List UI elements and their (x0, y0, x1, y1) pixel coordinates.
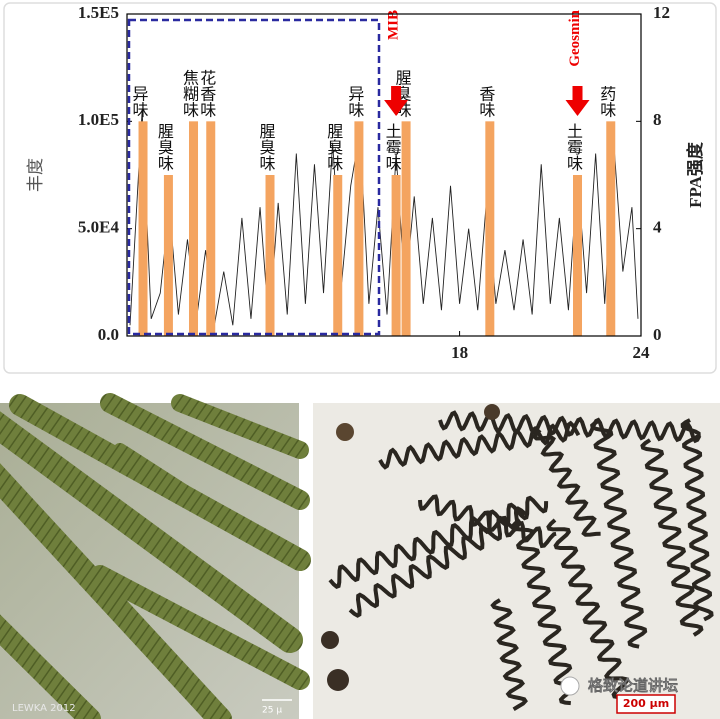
fpa-bar (265, 175, 275, 336)
particle (484, 404, 500, 420)
fpa-bar (391, 175, 401, 336)
plot-frame (126, 13, 642, 337)
bar-label: 腥臭味 (257, 123, 276, 171)
y2-tick-label: 4 (653, 218, 662, 237)
spiral (640, 438, 704, 637)
spiral (590, 418, 648, 649)
scale-label: 25 μ (262, 706, 282, 716)
y2-axis-label: FPA强度 (685, 141, 705, 208)
chromatogram (129, 110, 639, 328)
y2-tick-label: 0 (653, 325, 662, 344)
watermark: 格致论道讲坛 (588, 677, 678, 695)
photo-credit: LEWKA 2012 (12, 703, 76, 714)
filaments (0, 393, 311, 719)
particle (327, 669, 349, 691)
annotation-arrow (565, 86, 590, 116)
fpa-bar (189, 121, 199, 336)
bar-label: 异味 (130, 85, 149, 117)
y-axis-label: 丰度 (26, 158, 46, 192)
spiral (490, 598, 528, 712)
fpa-bar (354, 121, 364, 336)
fpa-bar (606, 121, 616, 336)
fpa-bar (333, 175, 343, 336)
y-tick-label: 1.0E5 (78, 110, 119, 129)
highlight-box (127, 18, 381, 336)
spiral (546, 518, 630, 700)
particle (321, 631, 339, 649)
fpa-bar (485, 121, 495, 336)
bar-label: 腥臭味 (155, 123, 174, 171)
y-tick-label: 1.5E5 (78, 3, 119, 22)
annotation: MIB (386, 10, 402, 40)
y-tick-label: 0.0 (98, 325, 119, 344)
bar-label: 异味 (345, 85, 364, 117)
y2-tick-label: 12 (653, 3, 670, 22)
x-tick-label: 18 (451, 343, 468, 362)
fpa-bar (206, 121, 216, 336)
y-tick-label: 5.0E4 (78, 218, 120, 237)
bar-label: 花香味 (197, 69, 216, 117)
scale-box (616, 694, 676, 714)
y2-tick-label: 8 (653, 110, 662, 129)
spiral (378, 420, 581, 470)
spiral (438, 410, 702, 444)
spirals (328, 410, 714, 712)
spiral (348, 506, 527, 618)
bar-label: 药味 (597, 85, 616, 117)
fpa-bar (163, 175, 173, 336)
bar-label: 土霉味 (564, 123, 583, 171)
watermark-icon (560, 676, 580, 696)
spiral (532, 428, 601, 537)
bar-label: 焦糊味 (180, 69, 199, 117)
spiral (418, 494, 557, 549)
annotation: Geosmin (567, 9, 583, 66)
fpa-bar (573, 175, 583, 336)
x-tick-label: 24 (633, 343, 651, 362)
fpa-bar (138, 121, 148, 336)
spiral (680, 418, 714, 622)
bar-label: 香味 (476, 85, 495, 117)
bar-label: 土霉味 (383, 123, 402, 171)
fpa-bar (401, 121, 411, 336)
spiral (510, 518, 578, 706)
annotation-arrow (384, 86, 409, 116)
bar-label: 腥臭味 (324, 123, 343, 171)
particle (336, 423, 354, 441)
spiral (328, 495, 549, 589)
scale-label: 200 μm (623, 697, 669, 710)
